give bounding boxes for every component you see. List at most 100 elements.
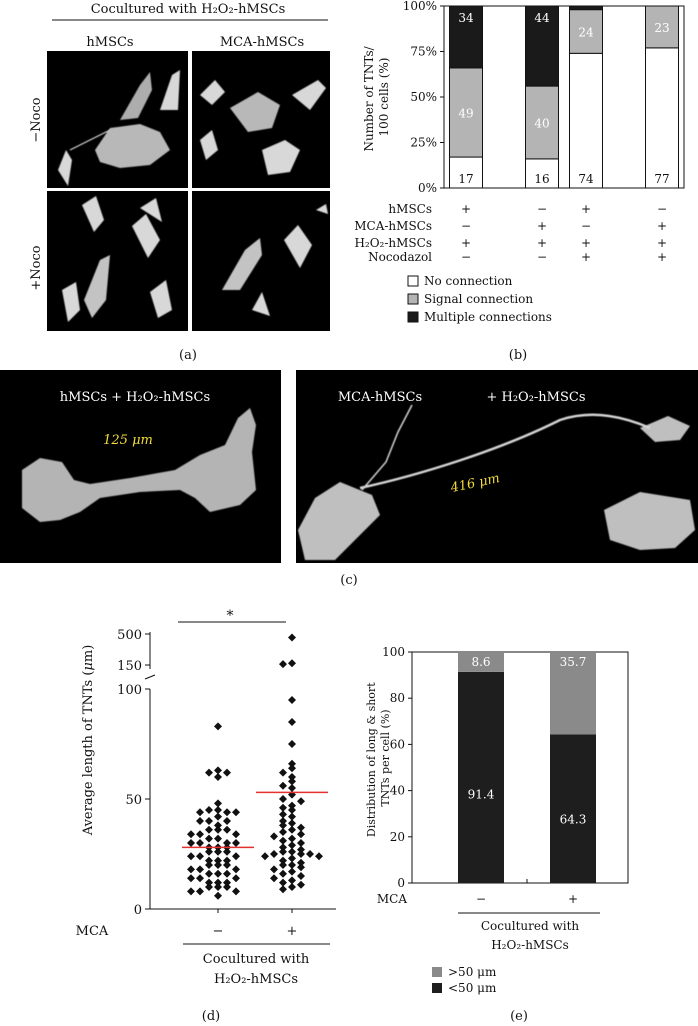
data-point bbox=[288, 740, 296, 748]
data-point bbox=[288, 812, 296, 821]
bar-segment bbox=[569, 52, 603, 189]
panel-d-letter: (d) bbox=[202, 1009, 220, 1024]
condition-sign: + bbox=[657, 250, 667, 264]
data-point bbox=[205, 861, 213, 869]
data-point bbox=[205, 825, 213, 834]
condition-sign: + bbox=[581, 202, 591, 216]
data-point bbox=[279, 843, 287, 852]
panel-a-row-label-2: +Noco bbox=[29, 245, 44, 290]
condition-sign: − bbox=[581, 219, 591, 233]
data-point bbox=[288, 819, 296, 828]
panel-b-ytick-label: 100% bbox=[403, 0, 437, 13]
cell-shapes-a bbox=[58, 70, 328, 322]
data-point bbox=[214, 878, 222, 887]
data-point bbox=[196, 808, 204, 817]
legend-swatch-long bbox=[432, 967, 442, 977]
data-point bbox=[205, 878, 213, 887]
bar-segment bbox=[525, 158, 559, 189]
panel-c-left-label: hMSCs + H₂O₂-hMSCs bbox=[60, 390, 210, 405]
data-point bbox=[187, 887, 195, 896]
panel-a-col-label-1: hMSCs bbox=[86, 35, 133, 50]
data-point bbox=[279, 856, 287, 865]
data-point bbox=[232, 874, 240, 883]
data-point bbox=[214, 847, 222, 856]
data-point bbox=[288, 696, 296, 704]
data-point bbox=[270, 832, 278, 841]
data-point bbox=[288, 883, 296, 891]
panel-d-ytick-label: 0 bbox=[134, 903, 142, 918]
condition-row-name: MCA-hMSCs bbox=[354, 219, 432, 233]
data-point bbox=[205, 883, 213, 891]
bar-value-label: 16 bbox=[534, 172, 549, 186]
axis-break-mark bbox=[144, 674, 156, 680]
data-point bbox=[288, 759, 296, 768]
panel-d-footer-2: H₂O₂-hMSCs bbox=[214, 972, 298, 987]
data-point bbox=[288, 777, 296, 786]
legend-swatch-short bbox=[432, 983, 442, 993]
data-point bbox=[214, 883, 222, 891]
panel-d-ytick-label: 100 bbox=[117, 683, 142, 698]
bar-segment bbox=[458, 671, 504, 883]
data-point bbox=[223, 825, 231, 834]
panel-b-ylabel-line-1: Number of TNTs/ bbox=[362, 45, 376, 151]
panel-d-xtick-label: − bbox=[213, 924, 224, 939]
panel-b-ytick-label: 75% bbox=[410, 45, 437, 59]
panel-e-ytick-label: 60 bbox=[390, 737, 405, 751]
panel-b-legend: No connection Signal connection Multiple… bbox=[407, 274, 552, 324]
data-point bbox=[205, 856, 213, 865]
data-point bbox=[279, 861, 287, 869]
data-point bbox=[187, 839, 195, 847]
panel-d-ylabel-mu: μ bbox=[81, 662, 96, 670]
data-point bbox=[288, 764, 296, 773]
panel-e-ytick-label: 0 bbox=[397, 876, 405, 890]
panel-e-bars: 91.4 8.6 64.3 35.7 bbox=[458, 652, 596, 883]
data-point bbox=[223, 883, 231, 891]
data-point bbox=[232, 808, 240, 817]
panel-e-xtick-label: + bbox=[568, 892, 578, 906]
bar-value-label: 74 bbox=[578, 172, 594, 186]
data-point bbox=[297, 850, 305, 858]
condition-sign: − bbox=[537, 250, 547, 264]
panel-b-conditions: hMSCs + − + −MCA-hMSCs − + − +H₂O₂-hMSCs + + + +Noco… bbox=[354, 202, 667, 264]
data-point bbox=[297, 872, 305, 880]
data-point bbox=[205, 847, 213, 856]
data-point bbox=[205, 834, 213, 843]
condition-sign: + bbox=[537, 236, 547, 250]
data-point bbox=[279, 828, 287, 836]
panel-e-ylabel-line-2: TNTs per cell (%) bbox=[379, 709, 392, 806]
data-point bbox=[270, 850, 278, 858]
panel-e-frame bbox=[411, 651, 629, 884]
panel-e-mca-label: MCA bbox=[377, 892, 407, 906]
panel-c-left-length: 125 μm bbox=[103, 433, 153, 448]
data-point bbox=[196, 887, 204, 896]
condition-sign: − bbox=[657, 202, 667, 216]
bar-value-label: 23 bbox=[654, 21, 669, 35]
data-point bbox=[315, 852, 323, 861]
data-point bbox=[288, 847, 296, 856]
panel-e-ytick-label: 80 bbox=[390, 691, 405, 705]
data-point bbox=[297, 830, 305, 839]
data-point bbox=[279, 781, 287, 790]
bar-value-label: 91.4 bbox=[468, 788, 495, 802]
data-point bbox=[196, 874, 204, 883]
bar-segment bbox=[525, 5, 559, 87]
panel-d-ylabel: Average length of TNTs (μm) bbox=[81, 645, 96, 837]
data-point bbox=[297, 863, 305, 872]
data-point bbox=[232, 830, 240, 839]
data-point bbox=[214, 869, 222, 878]
data-point bbox=[279, 885, 287, 894]
data-point bbox=[279, 878, 287, 887]
panel-d-ytick-label: 500 bbox=[117, 628, 142, 643]
bar-value-label: 34 bbox=[458, 11, 474, 25]
bar-segment bbox=[449, 5, 483, 69]
data-point bbox=[297, 839, 305, 847]
panel-e-ylabel: Distribution of long & short TNTs per ce… bbox=[365, 679, 392, 837]
data-point bbox=[223, 817, 231, 825]
data-point bbox=[279, 836, 287, 845]
data-point bbox=[223, 856, 231, 865]
data-point bbox=[288, 773, 296, 781]
legend-swatch-multiple-connections bbox=[407, 311, 419, 323]
panel-d: Average length of TNTs (μm) * 0 50 100 150 5… bbox=[76, 608, 336, 1024]
condition-sign: + bbox=[657, 219, 667, 233]
